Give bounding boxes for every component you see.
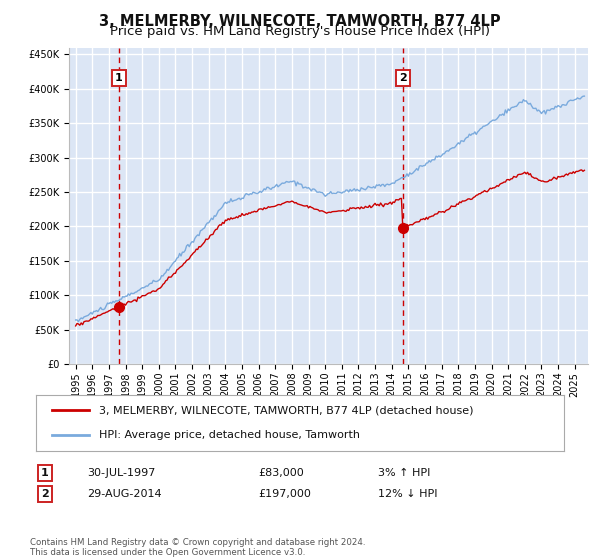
Text: 29-AUG-2014: 29-AUG-2014 <box>87 489 161 499</box>
Text: 1: 1 <box>41 468 49 478</box>
Text: HPI: Average price, detached house, Tamworth: HPI: Average price, detached house, Tamw… <box>100 430 361 440</box>
Text: 30-JUL-1997: 30-JUL-1997 <box>87 468 155 478</box>
Text: 3% ↑ HPI: 3% ↑ HPI <box>378 468 430 478</box>
Text: Price paid vs. HM Land Registry's House Price Index (HPI): Price paid vs. HM Land Registry's House … <box>110 25 490 38</box>
Text: 2: 2 <box>399 73 407 83</box>
Text: 12% ↓ HPI: 12% ↓ HPI <box>378 489 437 499</box>
Text: Contains HM Land Registry data © Crown copyright and database right 2024.
This d: Contains HM Land Registry data © Crown c… <box>30 538 365 557</box>
Text: £83,000: £83,000 <box>258 468 304 478</box>
Text: 3, MELMERBY, WILNECOTE, TAMWORTH, B77 4LP: 3, MELMERBY, WILNECOTE, TAMWORTH, B77 4L… <box>99 14 501 29</box>
Text: 3, MELMERBY, WILNECOTE, TAMWORTH, B77 4LP (detached house): 3, MELMERBY, WILNECOTE, TAMWORTH, B77 4L… <box>100 405 474 416</box>
Text: 1: 1 <box>115 73 122 83</box>
Text: 2: 2 <box>41 489 49 499</box>
Text: £197,000: £197,000 <box>258 489 311 499</box>
